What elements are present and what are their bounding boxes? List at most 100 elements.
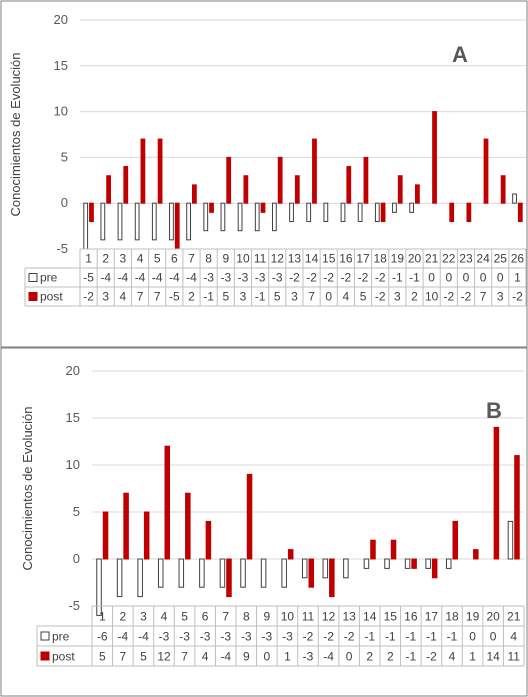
pre-bar [357,202,363,223]
data-label: -4 [186,271,197,285]
data-label: -3 [200,629,211,643]
category-label: 10 [236,252,250,266]
post-bar [140,138,146,204]
category-label: 23 [459,252,473,266]
data-label: -2 [344,629,355,643]
panel-border [0,347,528,697]
data-label: 2 [188,290,195,304]
category-label: 22 [442,252,456,266]
post-bar [226,156,232,204]
data-label: 0 [445,271,452,285]
pre-bar [96,558,102,616]
pre-bar [306,202,312,223]
post-bar [164,445,171,560]
series-name: pre [40,271,58,285]
y-tick-label: 15 [66,410,80,425]
post-bar [312,138,317,204]
data-label: -2 [306,271,317,285]
post-bar [102,511,109,560]
category-label: 2 [120,609,127,623]
data-label: 0 [480,271,487,285]
data-label: 0 [264,649,271,663]
post-bar [397,175,403,204]
data-label: 4 [449,649,456,663]
data-label: -4 [118,271,129,285]
y-tick-label: 0 [61,195,68,210]
data-label: -1 [406,629,417,643]
post-bar [466,202,472,223]
category-label: 6 [202,609,209,623]
post-bar [473,549,479,560]
post-bar [363,156,369,204]
pre-bar [404,558,411,569]
category-label: 6 [171,252,178,266]
category-label: 14 [305,252,319,266]
category-label: 16 [339,252,353,266]
data-label: 4 [343,290,350,304]
pre-bar [169,202,174,241]
category-label: 18 [445,609,459,623]
data-label: -4 [138,629,149,643]
data-label: -2 [512,290,523,304]
data-label: -2 [303,629,314,643]
series-name: pre [52,629,70,643]
data-label: 3 [394,290,401,304]
category-label: 1 [99,609,106,623]
post-bar [209,202,214,213]
pre-bar [219,558,226,588]
data-label: -3 [220,271,231,285]
pre-bar [301,558,308,579]
post-bar [390,539,397,560]
data-label: 1 [514,271,521,285]
data-label: 5 [222,290,229,304]
category-label: 2 [102,252,109,266]
data-label: -4 [152,271,163,285]
data-label: -3 [303,649,314,663]
data-label: 3 [291,290,298,304]
data-label: 4 [202,649,209,663]
y-tick-label: 20 [66,363,80,378]
post-bar [157,138,163,204]
pre-bar [289,202,294,223]
y-axis-label: Conocimientos de Evolución [8,52,23,216]
data-label: -2 [323,271,334,285]
pre-bar [137,558,143,598]
data-label: -1 [409,271,420,285]
category-label: 1 [85,252,92,266]
pre-bar [237,202,243,232]
data-label: 5 [140,649,147,663]
category-label: 3 [140,609,147,623]
category-label: 5 [154,252,161,266]
data-label: -2 [341,271,352,285]
series-name: post [52,649,75,663]
data-label: 4 [120,290,127,304]
data-label: -5 [169,290,180,304]
post-bar [329,558,335,598]
pre-bar [254,202,260,232]
data-label: 14 [486,649,500,663]
data-label: -1 [364,629,375,643]
category-label: 4 [161,609,168,623]
data-label: -1 [255,290,266,304]
category-label: 19 [391,252,405,266]
data-label: -1 [447,629,458,643]
category-label: 10 [281,609,295,623]
category-label: 21 [507,609,521,623]
post-bar [514,455,520,560]
data-label: 2 [366,649,373,663]
data-label: -6 [97,629,108,643]
data-label: 0 [428,271,435,285]
category-label: 17 [356,252,370,266]
pre-bar [220,202,226,232]
post-bar [174,202,180,250]
pre-bar [281,558,287,588]
data-label: -3 [282,629,293,643]
data-label: 7 [308,290,315,304]
y-axis-label: Conocimientos de Evolución [20,406,35,570]
post-bar [517,202,523,223]
pre-bar [512,193,517,204]
pre-bar [240,558,246,588]
pre-bar [374,202,380,223]
post-bar [277,156,283,204]
